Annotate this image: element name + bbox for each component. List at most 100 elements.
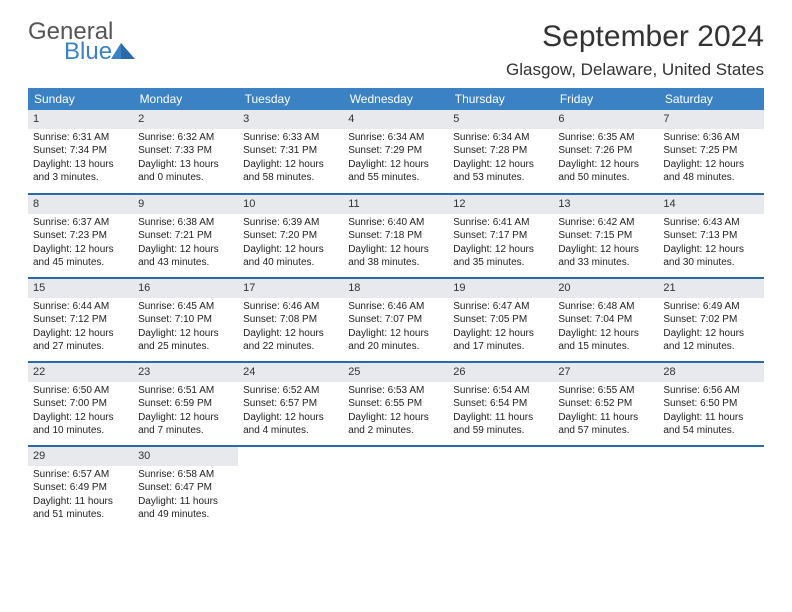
day-number: 18 [343,279,448,298]
day-number: 13 [553,195,658,214]
daylight-line-1: Daylight: 12 hours [453,158,548,172]
sunrise-line: Sunrise: 6:55 AM [558,384,653,398]
weekday-header-row: Sunday Monday Tuesday Wednesday Thursday… [28,88,764,110]
sunset-line: Sunset: 7:26 PM [558,144,653,158]
weekday-header: Sunday [28,88,133,110]
logo: General Blue [28,20,135,64]
daylight-line-2: and 20 minutes. [348,340,443,354]
calendar-week-row: 1Sunrise: 6:31 AMSunset: 7:34 PMDaylight… [28,110,764,194]
sunrise-line: Sunrise: 6:40 AM [348,216,443,230]
sunset-line: Sunset: 7:15 PM [558,229,653,243]
sunset-line: Sunset: 7:17 PM [453,229,548,243]
calendar-cell: 16Sunrise: 6:45 AMSunset: 7:10 PMDayligh… [133,278,238,362]
daylight-line-1: Daylight: 11 hours [663,411,758,425]
day-number: 28 [658,363,763,382]
daylight-line-2: and 4 minutes. [243,424,338,438]
calendar-cell: 25Sunrise: 6:53 AMSunset: 6:55 PMDayligh… [343,362,448,446]
day-number: 25 [343,363,448,382]
daylight-line-1: Daylight: 12 hours [663,243,758,257]
daylight-line-1: Daylight: 11 hours [33,495,128,509]
calendar-week-row: 29Sunrise: 6:57 AMSunset: 6:49 PMDayligh… [28,446,764,530]
logo-sail-icon-2 [121,26,135,59]
sunset-line: Sunset: 6:55 PM [348,397,443,411]
sunset-line: Sunset: 6:57 PM [243,397,338,411]
calendar-cell: 1Sunrise: 6:31 AMSunset: 7:34 PMDaylight… [28,110,133,194]
daylight-line-2: and 7 minutes. [138,424,233,438]
sunset-line: Sunset: 7:18 PM [348,229,443,243]
calendar-cell: 13 Sunrise: 6:42 AMSunset: 7:15 PMDayligh… [553,194,658,278]
location-subtitle: Glasgow, Delaware, United States [506,60,764,80]
weekday-header: Saturday [658,88,763,110]
sunrise-line: Sunrise: 6:42 AM [558,216,653,230]
daylight-line-2: and 25 minutes. [138,340,233,354]
calendar-cell: 23Sunrise: 6:51 AMSunset: 6:59 PMDayligh… [133,362,238,446]
day-number: 23 [133,363,238,382]
weekday-header: Thursday [448,88,553,110]
daylight-line-1: Daylight: 12 hours [348,243,443,257]
day-number: 27 [553,363,658,382]
calendar-cell: 26Sunrise: 6:54 AMSunset: 6:54 PMDayligh… [448,362,553,446]
sunset-line: Sunset: 6:49 PM [33,481,128,495]
weekday-header: Monday [133,88,238,110]
daylight-line-1: Daylight: 12 hours [33,411,128,425]
sunset-line: Sunset: 7:00 PM [33,397,128,411]
calendar-week-row: 22Sunrise: 6:50 AMSunset: 7:00 PMDayligh… [28,362,764,446]
daylight-line-1: Daylight: 12 hours [558,243,653,257]
daylight-line-2: and 38 minutes. [348,256,443,270]
day-number: 29 [28,447,133,466]
sunrise-line: Sunrise: 6:32 AM [138,131,233,145]
day-number: 14 [658,195,763,214]
calendar-cell: 24Sunrise: 6:52 AMSunset: 6:57 PMDayligh… [238,362,343,446]
calendar-cell: 3Sunrise: 6:33 AMSunset: 7:31 PMDaylight… [238,110,343,194]
daylight-line-1: Daylight: 12 hours [663,327,758,341]
calendar-cell: 21Sunrise: 6:49 AMSunset: 7:02 PMDayligh… [658,278,763,362]
sunset-line: Sunset: 7:28 PM [453,144,548,158]
calendar-cell: 19Sunrise: 6:47 AMSunset: 7:05 PMDayligh… [448,278,553,362]
day-number: 22 [28,363,133,382]
daylight-line-1: Daylight: 12 hours [138,327,233,341]
sunset-line: Sunset: 7:10 PM [138,313,233,327]
daylight-line-2: and 53 minutes. [453,171,548,185]
calendar-cell: 2Sunrise: 6:32 AMSunset: 7:33 PMDaylight… [133,110,238,194]
daylight-line-1: Daylight: 12 hours [558,158,653,172]
daylight-line-2: and 59 minutes. [453,424,548,438]
daylight-line-1: Daylight: 13 hours [33,158,128,172]
title-block: September 2024 Glasgow, Delaware, United… [506,20,764,80]
calendar-cell: 11 Sunrise: 6:40 AMSunset: 7:18 PMDayligh… [343,194,448,278]
day-number: 11 [343,195,448,214]
daylight-line-2: and 51 minutes. [33,508,128,522]
sunrise-line: Sunrise: 6:50 AM [33,384,128,398]
sunset-line: Sunset: 7:02 PM [663,313,758,327]
sunset-line: Sunset: 7:23 PM [33,229,128,243]
calendar-cell: 20Sunrise: 6:48 AMSunset: 7:04 PMDayligh… [553,278,658,362]
day-number: 2 [133,110,238,129]
daylight-line-2: and 35 minutes. [453,256,548,270]
day-number: 21 [658,279,763,298]
day-number: 10 [238,195,343,214]
daylight-line-1: Daylight: 11 hours [138,495,233,509]
calendar-cell-empty [448,446,553,530]
daylight-line-2: and 45 minutes. [33,256,128,270]
calendar-cell: 29Sunrise: 6:57 AMSunset: 6:49 PMDayligh… [28,446,133,530]
daylight-line-2: and 17 minutes. [453,340,548,354]
calendar-cell-empty [553,446,658,530]
sunset-line: Sunset: 6:50 PM [663,397,758,411]
daylight-line-2: and 54 minutes. [663,424,758,438]
sunset-line: Sunset: 7:05 PM [453,313,548,327]
sunrise-line: Sunrise: 6:54 AM [453,384,548,398]
calendar-cell-empty [658,446,763,530]
calendar-cell: 9Sunrise: 6:38 AMSunset: 7:21 PMDaylight… [133,194,238,278]
daylight-line-1: Daylight: 12 hours [243,411,338,425]
sunset-line: Sunset: 7:04 PM [558,313,653,327]
sunrise-line: Sunrise: 6:43 AM [663,216,758,230]
month-title: September 2024 [506,20,764,54]
daylight-line-1: Daylight: 12 hours [243,158,338,172]
sunrise-line: Sunrise: 6:48 AM [558,300,653,314]
sunrise-line: Sunrise: 6:39 AM [243,216,338,230]
sunrise-line: Sunrise: 6:52 AM [243,384,338,398]
day-number: 9 [133,195,238,214]
sunset-line: Sunset: 7:29 PM [348,144,443,158]
daylight-line-1: Daylight: 12 hours [558,327,653,341]
daylight-line-2: and 30 minutes. [663,256,758,270]
sunrise-line: Sunrise: 6:35 AM [558,131,653,145]
